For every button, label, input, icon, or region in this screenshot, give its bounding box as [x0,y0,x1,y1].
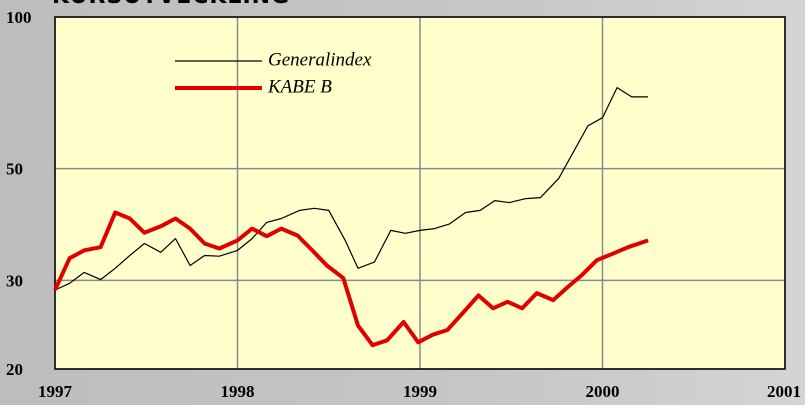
y-tick-label: 20 [6,360,23,379]
chart-title: KURSUTVECKLING [52,0,290,9]
legend-label: KABE B [267,76,332,97]
y-tick-label: 30 [6,271,23,290]
y-tick-label: 100 [6,8,32,27]
series-line [54,87,649,291]
series-line [53,210,649,348]
x-tick-label: 1999 [403,382,437,401]
plot-border [54,16,786,370]
x-tick-label: 2000 [586,382,620,401]
legend-label: Generalindex [268,49,372,70]
x-tick-label: 1997 [38,382,73,401]
x-tick-label: 1998 [221,382,255,401]
y-tick-label: 50 [6,160,23,179]
x-tick-label: 2001 [767,382,801,401]
